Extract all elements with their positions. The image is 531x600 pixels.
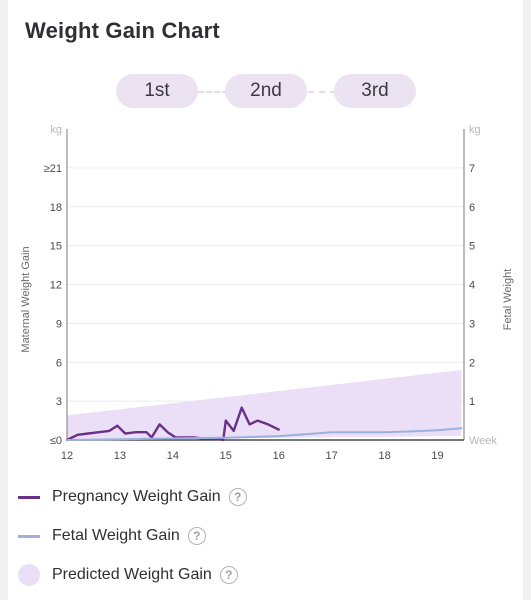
left-tick-label: 15 <box>50 241 62 253</box>
right-tick-label: 7 <box>469 163 475 175</box>
maternal-line-swatch <box>18 495 40 499</box>
left-tick-label: 6 <box>56 357 62 369</box>
trimester-2-button[interactable]: 2nd <box>225 74 307 108</box>
chart-title: Weight Gain Chart <box>25 18 220 43</box>
legend-item-predicted: Predicted Weight Gain ? <box>18 563 238 587</box>
fetal-line-swatch <box>18 534 40 538</box>
trimester-3-button[interactable]: 3rd <box>334 74 416 108</box>
legend-label-fetal: Fetal Weight Gain <box>52 527 180 544</box>
left-tick-label: ≤0 <box>50 435 62 447</box>
left-tick-label: 12 <box>50 280 62 292</box>
predicted-band-swatch <box>18 564 40 586</box>
right-tick-label: 4 <box>469 280 475 292</box>
right-tick-label: 6 <box>469 202 475 214</box>
x-axis-title: Week <box>469 435 497 447</box>
trimester-1-button[interactable]: 1st <box>116 74 198 108</box>
x-tick-label: 12 <box>61 450 73 462</box>
x-tick-label: 19 <box>431 450 443 462</box>
x-tick-label: 14 <box>167 450 179 462</box>
left-tick-label: 3 <box>56 396 62 408</box>
left-tick-label: 9 <box>56 318 62 330</box>
help-icon[interactable]: ? <box>228 488 247 506</box>
x-tick-label: 15 <box>220 450 232 462</box>
legend-item-fetal: Fetal Weight Gain ? <box>18 524 206 548</box>
help-icon[interactable]: ? <box>219 566 238 584</box>
fetal-weight-line <box>66 427 463 441</box>
x-tick-label: 13 <box>114 450 126 462</box>
right-tick-label: 3 <box>469 318 475 330</box>
right-axis-unit: kg <box>469 124 481 136</box>
right-tick-label: 5 <box>469 241 475 253</box>
legend-item-maternal: Pregnancy Weight Gain ? <box>18 485 247 509</box>
x-tick-label: 18 <box>378 450 390 462</box>
left-axis-title: Maternal Weight Gain <box>20 246 32 352</box>
x-tick-label: 16 <box>273 450 285 462</box>
trimester-connector <box>308 91 336 93</box>
help-icon[interactable]: ? <box>187 527 206 545</box>
right-tick-label: 2 <box>469 357 475 369</box>
left-tick-label: ≥21 <box>44 163 62 175</box>
right-tick-label: 1 <box>469 396 475 408</box>
left-axis-unit: kg <box>50 124 62 136</box>
legend-label-predicted: Predicted Weight Gain <box>52 566 212 583</box>
left-tick-label: 18 <box>50 202 62 214</box>
right-axis-title: Fetal Weight <box>502 269 514 331</box>
x-tick-label: 17 <box>326 450 338 462</box>
predicted-band <box>67 370 462 440</box>
legend-label-maternal: Pregnancy Weight Gain <box>52 488 221 505</box>
trimester-connector <box>198 91 228 93</box>
weight-gain-card: Weight Gain Chart 1st 2nd 3rd <box>8 0 523 600</box>
